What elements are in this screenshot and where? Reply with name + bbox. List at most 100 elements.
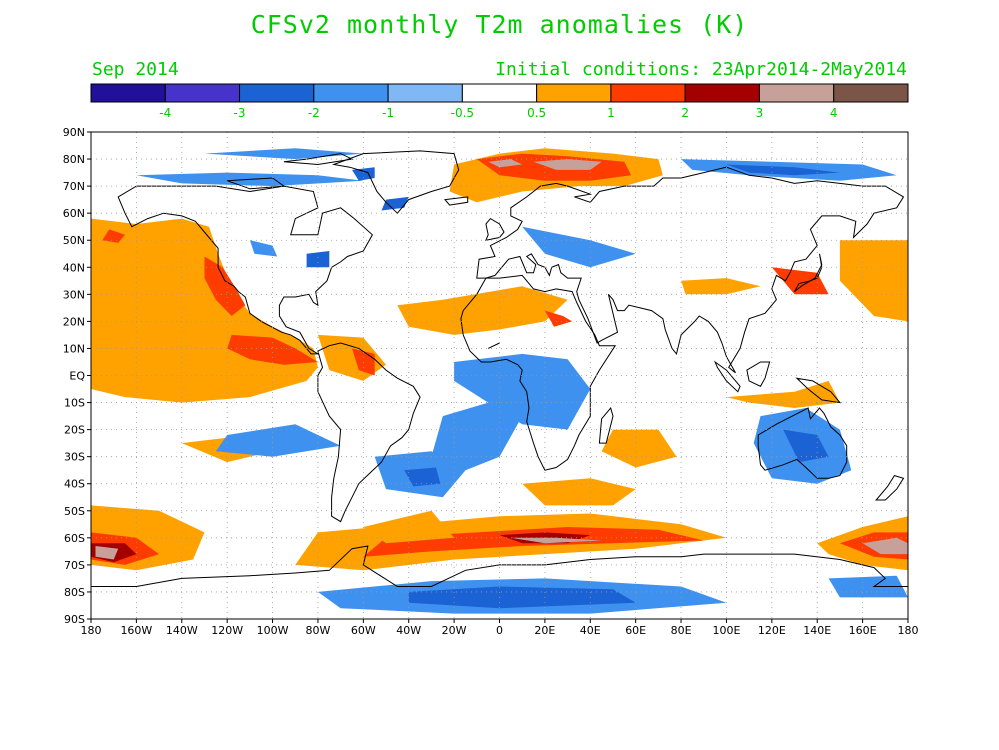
latitude-label: 30S	[64, 451, 85, 464]
anomaly-patch	[601, 429, 677, 468]
anomaly-patch	[862, 537, 908, 555]
colorbar-label: 3	[756, 106, 764, 120]
colorbar-swatch	[90, 83, 166, 103]
latitude-label: 60N	[63, 207, 85, 220]
colorbar-label: -2	[308, 106, 320, 120]
anomaly-patch	[544, 310, 573, 327]
colorbar-label: 2	[681, 106, 689, 120]
latitude-label: 80N	[63, 153, 85, 166]
anomaly-patch	[408, 586, 636, 609]
colorbar-label: -4	[159, 106, 171, 120]
anomaly-patch	[522, 478, 636, 506]
colorbar-swatch	[164, 83, 241, 103]
coastline	[757, 407, 848, 479]
coastline	[476, 166, 905, 374]
anomaly-patch	[454, 353, 591, 430]
latitude-label: 60S	[64, 532, 85, 545]
colorbar-label: 4	[830, 106, 838, 120]
latitude-label: 70S	[64, 559, 85, 572]
longitude-label: 40W	[396, 624, 421, 637]
longitude-label: 0	[496, 624, 503, 637]
anomaly-patch	[249, 240, 278, 257]
latitude-label: 20N	[63, 315, 85, 328]
anomaly-patch	[306, 251, 330, 268]
coastline	[444, 196, 469, 206]
anomaly-patch	[681, 278, 761, 295]
anomaly-patch	[726, 164, 840, 176]
chart-title: CFSv2 monthly T2m anomalies (K)	[250, 10, 749, 39]
latitude-label: EQ	[69, 370, 85, 383]
latitude-label: 40N	[63, 261, 85, 274]
gridlines	[91, 132, 908, 619]
latitude-label: 70N	[63, 180, 85, 193]
coastline	[117, 185, 374, 355]
coastline	[598, 406, 614, 444]
coastline	[485, 217, 505, 241]
anomaly-patch	[404, 467, 441, 487]
longitude-label: 120W	[211, 624, 243, 637]
longitude-label: 180	[898, 624, 919, 637]
anomaly-patch	[839, 240, 908, 322]
anomaly-patch	[227, 334, 318, 365]
longitude-label: 120E	[758, 624, 786, 637]
coastline	[283, 153, 354, 166]
anomaly-patch	[431, 402, 523, 471]
coastlines	[91, 150, 908, 619]
latitude-label: 10S	[64, 397, 85, 410]
longitude-label: 40E	[580, 624, 601, 637]
anomaly-patch	[771, 267, 829, 295]
coastline	[794, 253, 823, 292]
anomaly-patch	[522, 226, 636, 268]
colorbar-swatch	[313, 83, 389, 103]
forecast-month: Sep 2014	[92, 59, 179, 80]
colorbar-swatch	[833, 83, 909, 103]
longitude-label: 20E	[534, 624, 555, 637]
longitude-label: 100W	[257, 624, 289, 637]
longitude-label: 60W	[351, 624, 376, 637]
latitude-label: 20S	[64, 424, 85, 437]
colorbar-swatch	[461, 83, 538, 103]
anomaly-fields	[91, 148, 908, 614]
longitude-label: 60E	[625, 624, 646, 637]
anomaly-patch	[488, 159, 523, 168]
longitude-label: 180	[81, 624, 102, 637]
latitude-label: 50S	[64, 505, 85, 518]
coastline	[91, 545, 908, 619]
longitude-labels: 180 160W 140W 120W 100W 80W 60W 40W 20W 0 20E 40E 60…	[81, 619, 919, 637]
longitude-label: 160W	[120, 624, 152, 637]
colorbar-label: -0.5	[451, 106, 474, 120]
coastline	[746, 361, 771, 387]
longitude-label: 80W	[306, 624, 331, 637]
anomaly-patch	[102, 229, 125, 243]
coastline	[713, 360, 741, 393]
coastline	[317, 342, 421, 523]
longitude-label: 140W	[166, 624, 198, 637]
colorbar-swatch	[387, 83, 463, 103]
anomaly-patch	[726, 380, 840, 408]
latitude-label: 40S	[64, 478, 85, 491]
latitude-label: 10N	[63, 342, 85, 355]
latitude-label: 90S	[64, 613, 85, 626]
latitude-labels: 90N 80N 70N 60N 50N 40N 30N 20N 10N EQ 10S 20S 30S 40…	[63, 126, 91, 626]
anomaly-patch	[533, 159, 602, 170]
anomaly-patch	[510, 537, 602, 544]
anomaly-patch	[215, 424, 341, 457]
colorbar: -4 -3 -2 -1 -0.5 0.5 1 2 3 4	[90, 83, 909, 120]
initial-conditions: Initial conditions: 23Apr2014-2May2014	[495, 59, 907, 80]
latitude-label: 50N	[63, 234, 85, 247]
colorbar-swatch	[536, 83, 612, 103]
coastline	[227, 177, 286, 190]
anomaly-patch	[828, 575, 908, 598]
latitude-label: 90N	[63, 126, 85, 139]
anomaly-patch	[352, 167, 375, 181]
longitude-label: 20W	[442, 624, 467, 637]
coastline	[331, 150, 460, 214]
latitude-label: 80S	[64, 586, 85, 599]
colorbar-swatch	[684, 83, 760, 103]
coastline	[795, 377, 842, 404]
latitude-label: 30N	[63, 288, 85, 301]
colorbar-label: -3	[234, 106, 246, 120]
longitude-label: 140E	[803, 624, 831, 637]
longitude-label: 100E	[712, 624, 740, 637]
colorbar-label: 1	[607, 106, 615, 120]
